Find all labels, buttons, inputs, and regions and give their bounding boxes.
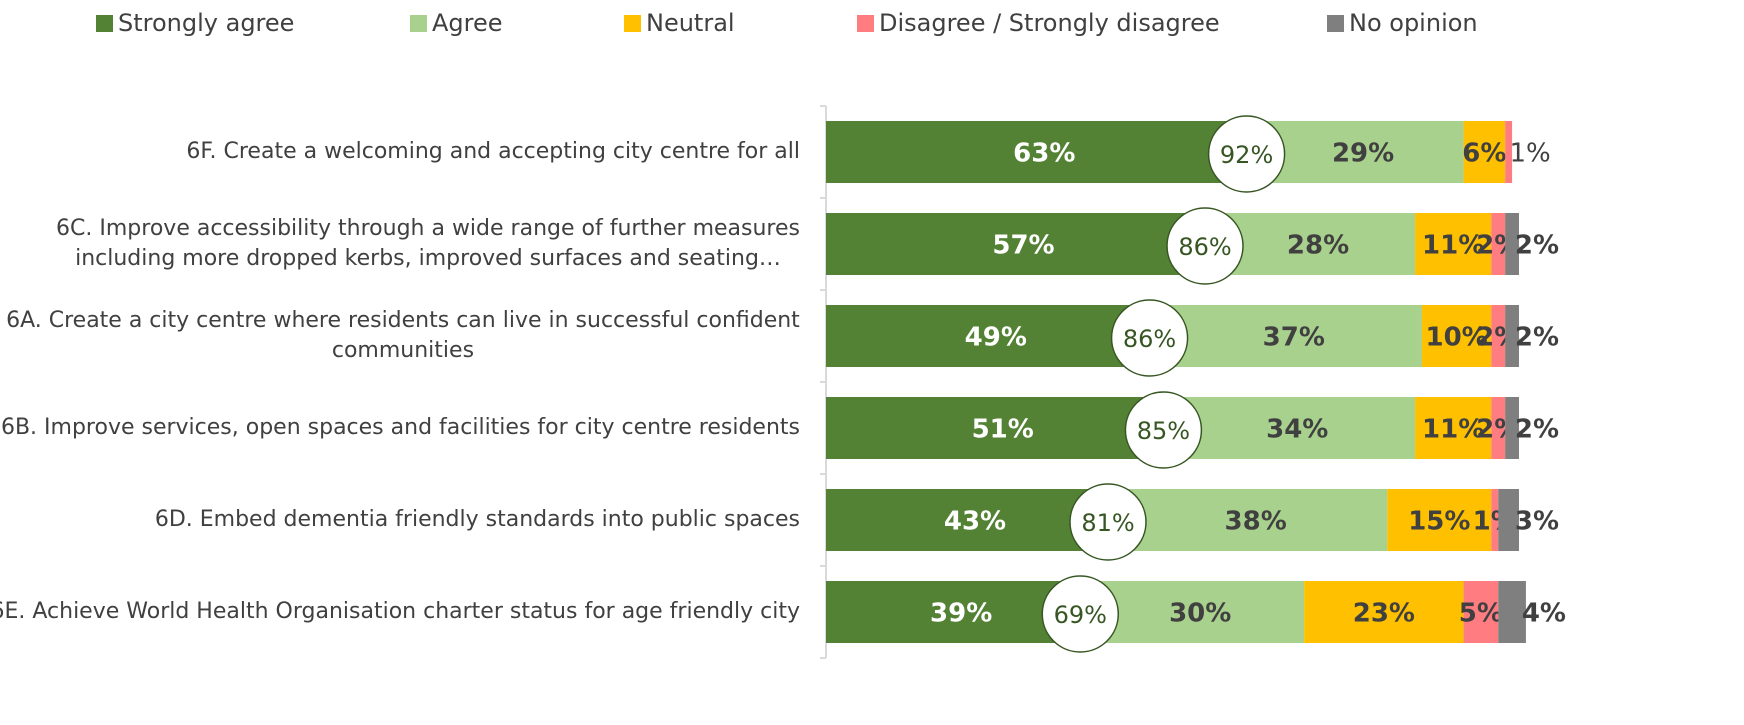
bar-segment <box>1491 397 1506 459</box>
bar-segment <box>1387 489 1492 551</box>
data-label: 15% <box>1408 507 1470 537</box>
bar-segment <box>1491 305 1506 367</box>
data-label: 6% <box>1462 139 1506 169</box>
category-label: 6D. Embed dementia friendly standards in… <box>155 507 800 532</box>
category-label: 6B. Improve services, open spaces and fa… <box>1 415 800 440</box>
category-label: 6A. Create a city centre where residents… <box>6 308 800 363</box>
bar-segment <box>1491 489 1499 551</box>
legend-swatch <box>624 15 641 32</box>
total-label: 92% <box>1220 141 1273 169</box>
bar-segment <box>1262 121 1464 183</box>
bar-segment <box>1179 397 1416 459</box>
data-label: 63% <box>1013 139 1075 169</box>
bar-segment <box>1415 213 1492 275</box>
data-label: 5% <box>1459 599 1503 629</box>
bar-segment <box>1505 213 1519 275</box>
category-label: 6C. Improve accessibility through a wide… <box>56 216 800 271</box>
data-label: 2% <box>1515 323 1559 353</box>
total-label: 69% <box>1054 601 1107 629</box>
legend-swatch <box>96 15 113 32</box>
data-label: 57% <box>992 231 1054 261</box>
bar-segment <box>1463 581 1499 643</box>
bar-segment <box>1498 489 1519 551</box>
data-label: 2% <box>1515 231 1559 261</box>
bar-segment <box>1096 581 1305 643</box>
bar-segment <box>826 213 1222 275</box>
bar-segment <box>1165 305 1422 367</box>
total-label: 85% <box>1137 417 1190 445</box>
total-label: 86% <box>1178 233 1231 261</box>
legend-swatch <box>410 15 427 32</box>
bar-segment <box>826 305 1166 367</box>
bar-segment <box>1415 397 1492 459</box>
total-circle <box>1110 299 1189 377</box>
legend-label: Agree <box>432 9 503 37</box>
data-label: 30% <box>1169 599 1231 629</box>
data-label: 11% <box>1422 231 1484 261</box>
total-circle <box>1041 575 1120 653</box>
data-label: 29% <box>1332 139 1394 169</box>
legend-label: Disagree / Strongly disagree <box>879 9 1220 37</box>
bar-segment <box>826 397 1180 459</box>
legend-label: Strongly agree <box>118 9 294 37</box>
category-label: 6F. Create a welcoming and accepting cit… <box>186 139 800 164</box>
bar-segment <box>1123 489 1388 551</box>
total-circle <box>1166 207 1244 285</box>
total-circle <box>1124 391 1203 469</box>
bar-segment <box>1491 213 1506 275</box>
bar-segment <box>1304 581 1464 643</box>
data-label: 3% <box>1515 507 1559 537</box>
data-label: 38% <box>1225 507 1287 537</box>
legend-swatch <box>1327 15 1344 32</box>
legend-label: No opinion <box>1349 9 1478 37</box>
legend-label: Neutral <box>646 9 735 37</box>
bar-segment <box>1421 305 1492 367</box>
data-label: 28% <box>1287 231 1349 261</box>
data-label: 51% <box>972 415 1034 445</box>
bar-segment <box>1505 397 1519 459</box>
total-circle <box>1207 115 1286 193</box>
bar-segment <box>1221 213 1416 275</box>
bar-segment <box>1505 305 1519 367</box>
data-label: 49% <box>965 323 1027 353</box>
data-label: 4% <box>1522 599 1566 629</box>
category-label: 6E. Achieve World Health Organisation ch… <box>0 599 800 624</box>
data-label: 43% <box>944 507 1006 537</box>
bar-segment <box>826 121 1263 183</box>
data-label: 2% <box>1515 415 1559 445</box>
data-label: 34% <box>1266 415 1328 445</box>
data-label: 39% <box>930 599 992 629</box>
data-label: 11% <box>1422 415 1484 445</box>
bar-segment <box>1463 121 1506 183</box>
data-label: 37% <box>1263 323 1325 353</box>
bar-segment <box>1505 121 1513 183</box>
data-label: 10% <box>1426 323 1488 353</box>
total-label: 81% <box>1081 509 1134 537</box>
total-circle <box>1069 483 1147 561</box>
legend-swatch <box>857 15 874 32</box>
data-label: 1% <box>1509 139 1550 169</box>
data-label: 23% <box>1353 599 1415 629</box>
total-label: 86% <box>1123 325 1176 353</box>
bar-segment <box>1498 581 1526 643</box>
